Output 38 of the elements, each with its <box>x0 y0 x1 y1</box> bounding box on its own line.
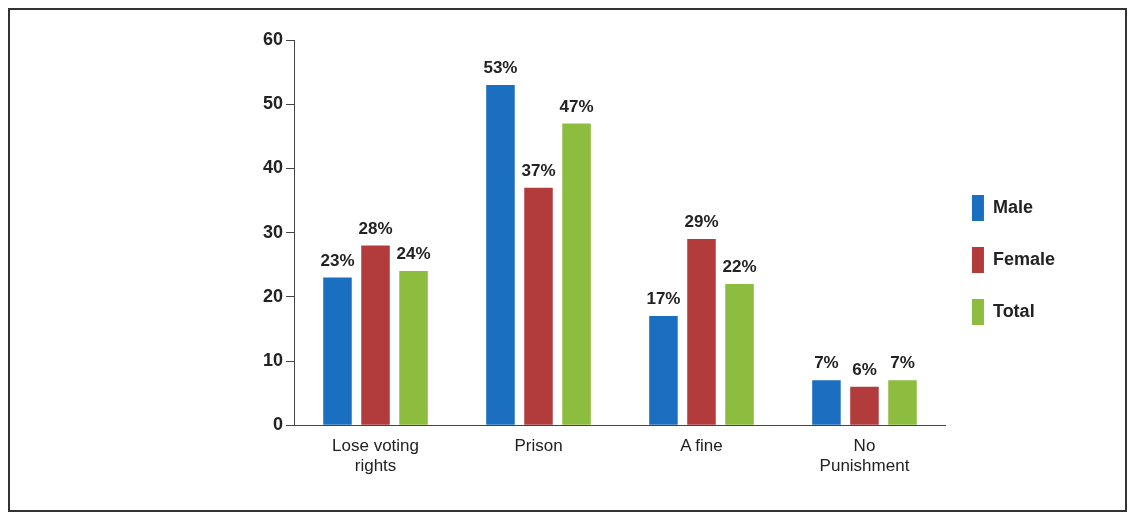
bar <box>562 123 591 425</box>
data-label: 7% <box>890 353 915 373</box>
legend-label: Female <box>992 248 1056 269</box>
bar <box>323 277 352 425</box>
data-label: 28% <box>358 218 393 238</box>
data-label: 37% <box>521 160 556 180</box>
bar <box>399 271 428 425</box>
y-tick-label: 30 <box>262 221 284 242</box>
bar <box>687 239 716 425</box>
bar <box>888 380 917 425</box>
data-label: 17% <box>646 289 681 309</box>
bar <box>486 84 515 425</box>
data-label: 47% <box>559 96 594 116</box>
y-tick-label: 50 <box>262 93 284 114</box>
y-tick-label: 60 <box>262 28 284 49</box>
x-tick-label: A fine <box>680 436 723 456</box>
y-tick-label: 0 <box>273 414 284 435</box>
data-label: 53% <box>483 58 518 78</box>
x-tick-label: Lose voting rights <box>332 436 419 476</box>
data-label: 29% <box>684 212 719 232</box>
bar <box>850 386 879 425</box>
bar <box>649 316 678 425</box>
bar <box>361 245 390 425</box>
y-tick-label: 20 <box>262 285 284 306</box>
data-label: 24% <box>396 244 431 264</box>
data-label: 7% <box>814 353 839 373</box>
data-label: 23% <box>320 250 355 270</box>
bar <box>524 187 553 425</box>
x-tick-label: Prison <box>514 436 563 456</box>
data-label: 6% <box>852 359 877 379</box>
legend-label: Male <box>992 196 1033 217</box>
data-label: 22% <box>722 257 757 277</box>
y-tick-label: 40 <box>262 157 284 178</box>
bar <box>812 380 841 425</box>
legend-label: Total <box>992 300 1035 321</box>
y-tick-label: 10 <box>262 349 284 370</box>
bar <box>725 283 754 425</box>
x-tick-label: No Punishment <box>819 436 910 476</box>
